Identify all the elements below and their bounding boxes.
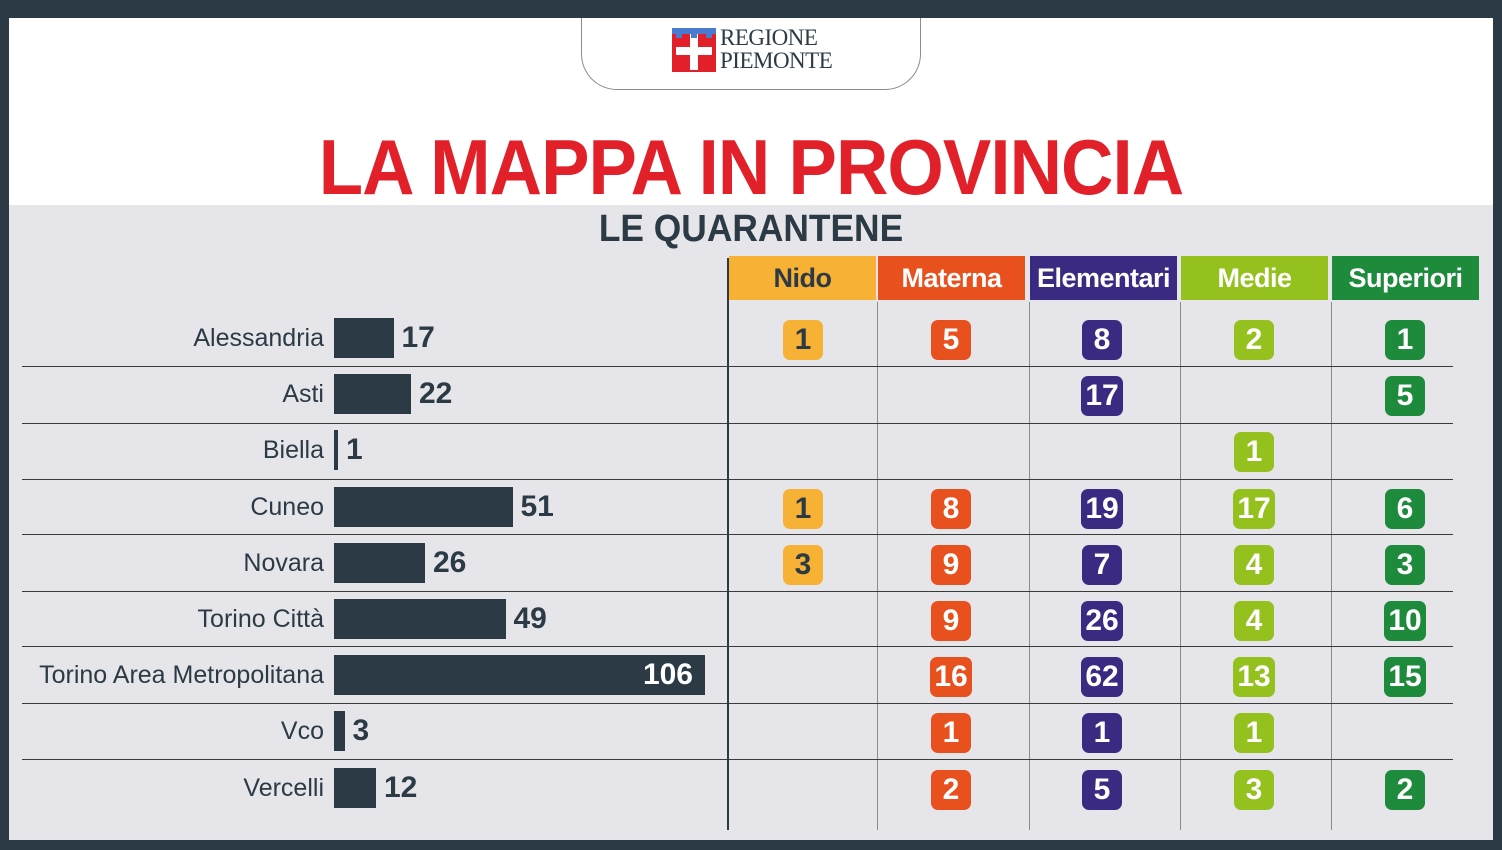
- province-label-torino-citta: Torino Città: [197, 605, 324, 633]
- count-badge-materna: 16: [930, 657, 972, 697]
- count-badge-materna: 2: [931, 770, 971, 810]
- province-label-novara: Novara: [243, 549, 324, 577]
- total-bar-vercelli: [334, 768, 376, 808]
- count-badge-materna: 5: [931, 320, 971, 360]
- total-value-alessandria: 17: [401, 321, 435, 354]
- count-badge-medie: 17: [1233, 489, 1275, 529]
- count-badge-nido: 3: [783, 545, 823, 585]
- page-title: LA MAPPA IN PROVINCIA: [318, 123, 1184, 211]
- count-badge-superiori: 5: [1385, 376, 1425, 416]
- total-bar-vco: [334, 711, 345, 751]
- column-divider: [1331, 302, 1332, 830]
- province-label-biella: Biella: [262, 436, 324, 464]
- count-badge-medie: 1: [1234, 713, 1274, 753]
- province-label-alessandria: Alessandria: [193, 324, 324, 352]
- total-bar-alessandria: [334, 318, 394, 358]
- count-badge-elementari: 19: [1081, 489, 1123, 529]
- province-label-vco: Vco: [280, 717, 324, 745]
- logo-text: REGIONE PIEMONTE: [720, 25, 833, 73]
- column-header-materna: Materna: [878, 256, 1025, 300]
- count-badge-elementari: 62: [1081, 657, 1123, 697]
- total-value-cuneo: 51: [520, 490, 554, 523]
- count-badge-medie: 4: [1234, 601, 1274, 641]
- count-badge-superiori: 1: [1385, 320, 1425, 360]
- column-header-superiori: Superiori: [1332, 256, 1479, 300]
- row-separator: [22, 591, 1453, 592]
- count-badge-elementari: 5: [1082, 770, 1122, 810]
- column-divider: [877, 302, 878, 830]
- regione-piemonte-logo: REGIONE PIEMONTE: [581, 18, 921, 90]
- total-bar-asti: [334, 374, 411, 414]
- count-badge-nido: 1: [783, 489, 823, 529]
- count-badge-superiori: 3: [1385, 545, 1425, 585]
- count-badge-medie: 4: [1234, 545, 1274, 585]
- count-badge-superiori: 6: [1385, 489, 1425, 529]
- count-badge-medie: 3: [1234, 770, 1274, 810]
- count-badge-superiori: 10: [1384, 601, 1426, 641]
- province-label-torino-area-metropolitana: Torino Area Metropolitana: [39, 661, 324, 689]
- piemonte-flag-icon: [672, 28, 716, 72]
- province-label-vercelli: Vercelli: [243, 774, 324, 802]
- count-badge-superiori: 2: [1385, 770, 1425, 810]
- province-label-cuneo: Cuneo: [250, 493, 324, 521]
- count-badge-medie: 13: [1233, 657, 1275, 697]
- total-bar-torino-area-metropolitana: [334, 655, 705, 695]
- total-bar-biella: [334, 430, 338, 470]
- row-separator: [22, 703, 1453, 704]
- column-divider: [1029, 302, 1030, 830]
- column-header-elementari: Elementari: [1030, 256, 1177, 300]
- count-badge-elementari: 26: [1081, 601, 1123, 641]
- column-header-medie: Medie: [1181, 256, 1328, 300]
- count-badge-medie: 2: [1234, 320, 1274, 360]
- row-separator: [22, 479, 1453, 480]
- row-separator: [22, 423, 1453, 424]
- total-value-torino-area-metropolitana: 106: [642, 658, 693, 691]
- total-value-asti: 22: [419, 377, 453, 410]
- count-badge-medie: 1: [1234, 432, 1274, 472]
- count-badge-materna: 8: [931, 489, 971, 529]
- total-bar-cuneo: [334, 487, 513, 527]
- total-value-torino-citta: 49: [513, 602, 547, 635]
- count-badge-nido: 1: [783, 320, 823, 360]
- row-separator: [22, 646, 1453, 647]
- column-divider: [1180, 302, 1181, 830]
- row-separator: [22, 759, 1453, 760]
- total-value-novara: 26: [433, 546, 467, 579]
- total-bar-novara: [334, 543, 425, 583]
- total-value-vercelli: 12: [384, 771, 418, 804]
- row-separator: [22, 534, 1453, 535]
- total-value-vco: 3: [352, 714, 370, 747]
- count-badge-materna: 1: [931, 713, 971, 753]
- total-bar-torino-citta: [334, 599, 506, 639]
- table-divider: [727, 258, 729, 830]
- count-badge-elementari: 1: [1082, 713, 1122, 753]
- total-value-biella: 1: [346, 433, 363, 466]
- header-area: REGIONE PIEMONTE LA MAPPA IN PROVINCIA: [9, 18, 1493, 211]
- infographic-panel: REGIONE PIEMONTE LA MAPPA IN PROVINCIA L…: [9, 18, 1493, 840]
- count-badge-elementari: 8: [1082, 320, 1122, 360]
- row-separator: [22, 366, 1453, 367]
- column-header-nido: Nido: [729, 256, 876, 300]
- count-badge-elementari: 17: [1081, 376, 1123, 416]
- province-label-asti: Asti: [282, 380, 324, 408]
- count-badge-materna: 9: [931, 545, 971, 585]
- count-badge-elementari: 7: [1082, 545, 1122, 585]
- count-badge-materna: 9: [931, 601, 971, 641]
- chart-subtitle: LE QUARANTENE: [598, 208, 904, 250]
- count-badge-superiori: 15: [1384, 657, 1426, 697]
